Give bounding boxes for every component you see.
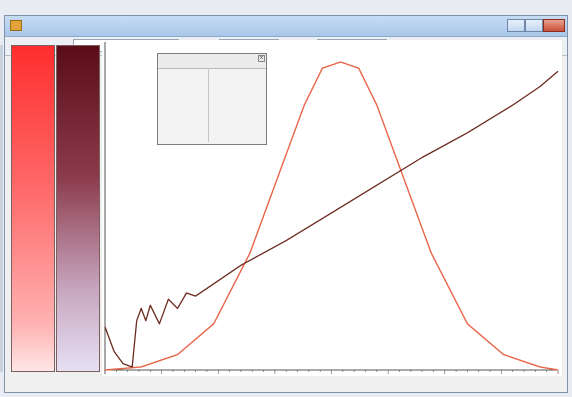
maximize-button[interactable] [525,19,543,32]
statistics-panel: × [157,53,267,145]
statistics-row [161,130,263,140]
app-icon [10,20,22,31]
bell-curve-series[interactable] [104,61,559,371]
trend-line-series[interactable] [104,70,559,368]
minimize-button[interactable] [507,19,525,32]
statistics-row [161,118,263,128]
red-colorbar[interactable] [11,45,55,372]
statistics-row [161,82,263,92]
statistics-row [161,106,263,116]
chart-svg[interactable] [102,40,562,376]
colorbar-panel [3,45,103,372]
close-button[interactable] [543,19,565,32]
side-strip [0,45,3,372]
statistics-divider [208,68,209,142]
statistics-header: × [158,54,266,69]
title-bar[interactable] [5,16,567,37]
maroon-colorbar[interactable] [56,45,100,372]
statistics-row [161,94,263,104]
statistics-row [161,70,263,80]
pin-icon[interactable]: × [258,55,265,62]
